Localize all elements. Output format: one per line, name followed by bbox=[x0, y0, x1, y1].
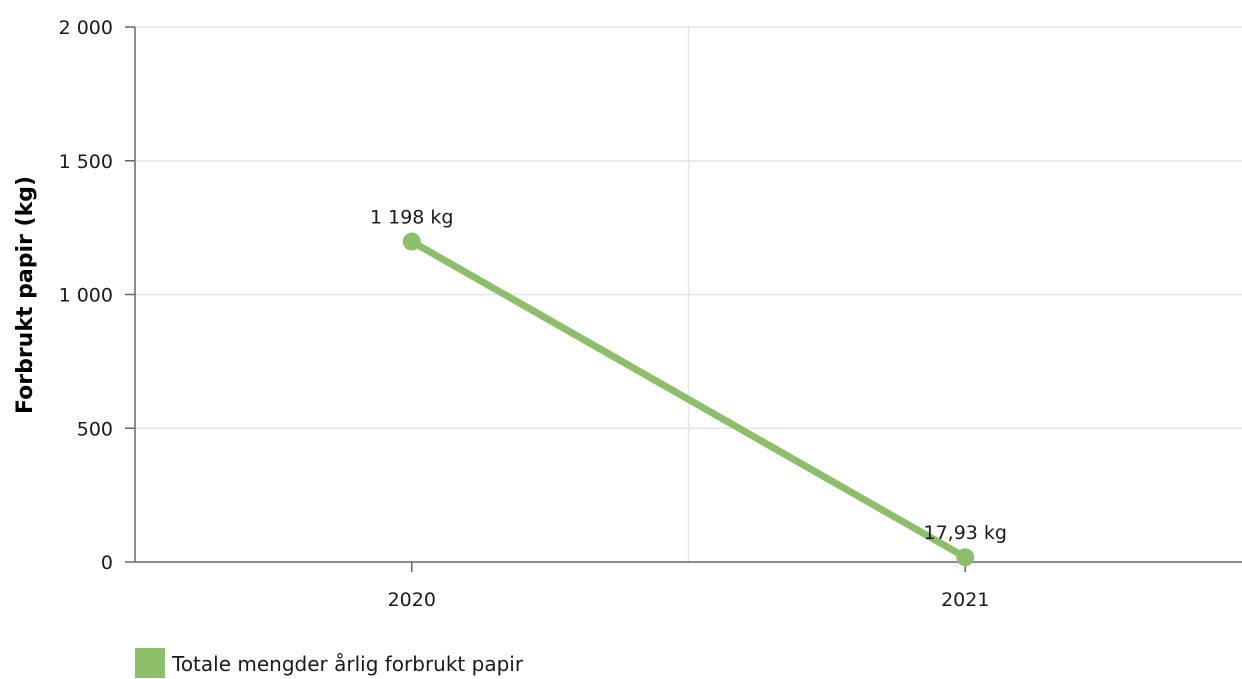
data-label: 1 198 kg bbox=[370, 207, 454, 229]
y-tick-label: 1 000 bbox=[59, 285, 113, 307]
y-tick-label: 2 000 bbox=[59, 17, 113, 39]
x-tick-label: 2021 bbox=[941, 589, 989, 611]
gridlines bbox=[135, 26, 1242, 562]
data-label: 17,93 kg bbox=[924, 522, 1008, 544]
y-tick-label: 1 500 bbox=[59, 151, 113, 173]
legend-swatch[interactable] bbox=[135, 648, 165, 678]
data-point[interactable] bbox=[402, 232, 421, 251]
y-axis-label: Forbrukt papir (kg) bbox=[13, 176, 38, 414]
y-tick-label: 500 bbox=[77, 418, 113, 440]
series-line[interactable] bbox=[408, 238, 969, 561]
axes: 0 500 1 000 1 500 2 000 2020 2021 bbox=[59, 17, 1242, 611]
legend-label[interactable]: Totale mengder årlig forbrukt papir bbox=[171, 652, 524, 676]
data-point[interactable] bbox=[956, 548, 975, 567]
legend[interactable]: Totale mengder årlig forbrukt papir bbox=[135, 648, 524, 678]
series: 1 198 kg 17,93 kg bbox=[370, 207, 1007, 567]
y-tick-label: 0 bbox=[101, 552, 113, 574]
x-tick-label: 2020 bbox=[388, 589, 436, 611]
